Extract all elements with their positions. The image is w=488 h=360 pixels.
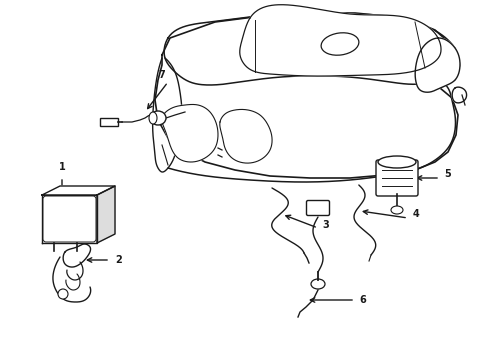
Polygon shape <box>451 87 466 103</box>
FancyBboxPatch shape <box>43 196 96 242</box>
Ellipse shape <box>150 111 165 125</box>
Polygon shape <box>219 109 271 163</box>
Text: 4: 4 <box>412 209 419 219</box>
Polygon shape <box>155 13 459 178</box>
Polygon shape <box>42 195 97 243</box>
FancyBboxPatch shape <box>375 160 417 196</box>
Text: 3: 3 <box>322 220 329 230</box>
Text: 5: 5 <box>444 169 450 179</box>
Polygon shape <box>162 104 218 162</box>
Polygon shape <box>97 186 115 243</box>
Text: 6: 6 <box>359 295 366 305</box>
Ellipse shape <box>390 206 402 214</box>
Ellipse shape <box>321 33 358 55</box>
Bar <box>100 118 118 126</box>
Text: 7: 7 <box>158 70 165 80</box>
Ellipse shape <box>310 279 325 289</box>
Polygon shape <box>414 38 459 92</box>
Ellipse shape <box>377 156 415 168</box>
Circle shape <box>58 289 68 299</box>
Polygon shape <box>239 5 440 76</box>
Text: 2: 2 <box>115 255 122 265</box>
Text: 1: 1 <box>59 162 65 172</box>
Polygon shape <box>63 244 90 267</box>
Ellipse shape <box>149 112 157 124</box>
Polygon shape <box>164 13 457 85</box>
Polygon shape <box>42 186 115 195</box>
FancyBboxPatch shape <box>306 201 329 216</box>
